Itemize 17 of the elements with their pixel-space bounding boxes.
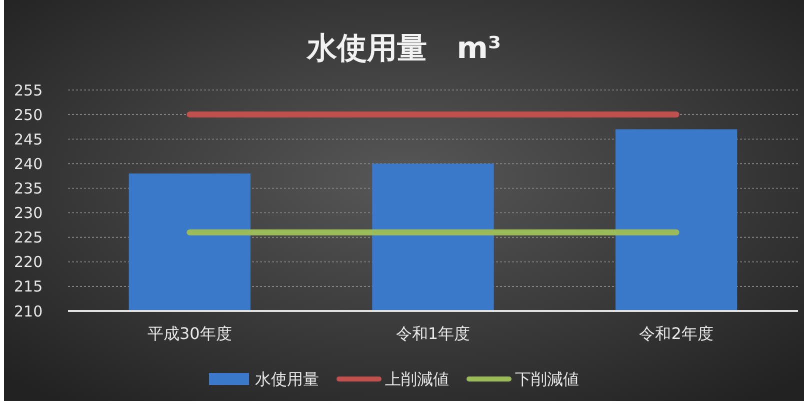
y-tick-label: 220 (14, 253, 43, 272)
x-tick-label: 令和1年度 (396, 324, 470, 343)
x-tick-label: 平成30年度 (147, 324, 232, 343)
y-tick-label: 240 (14, 154, 43, 173)
y-tick-label: 225 (14, 228, 43, 247)
x-tick-label: 令和2年度 (639, 324, 714, 343)
y-tick-label: 235 (14, 179, 43, 198)
y-tick-label: 230 (14, 204, 43, 222)
y-tick-label: 215 (14, 278, 43, 296)
y-tick-label: 255 (14, 81, 43, 100)
legend-label: 下削減値 (515, 370, 579, 389)
y-tick-label: 245 (14, 130, 43, 148)
y-tick-label: 210 (14, 302, 43, 320)
chart-title: 水使用量 m³ (306, 31, 502, 66)
y-tick-label: 250 (14, 106, 43, 124)
legend-label: 水使用量 (255, 370, 319, 389)
legend-label: 上削減値 (385, 370, 449, 389)
